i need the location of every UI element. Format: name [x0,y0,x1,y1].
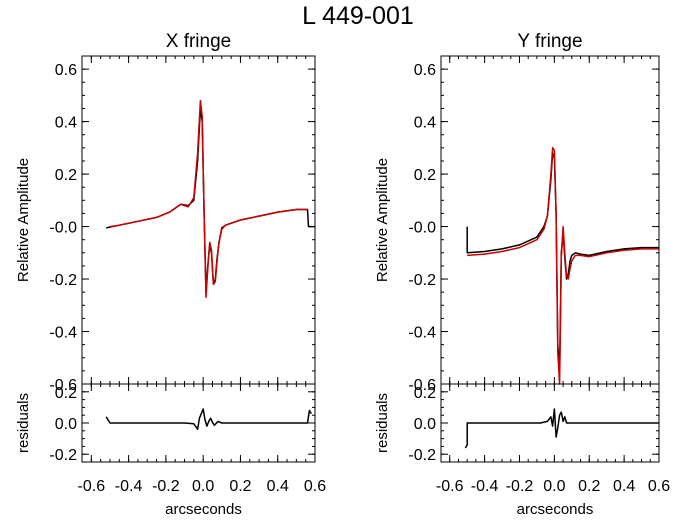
y-tick-label: -0.2 [49,447,77,464]
plot-frame [81,383,316,463]
y-tick-label: 0.0 [414,416,436,433]
series-line-1 [467,147,659,385]
y-tick-label: 0.2 [414,385,436,402]
x-tick-label: 0.0 [192,478,214,495]
plot-frame [81,55,316,385]
plot-frame [440,383,660,463]
figure-title: L 449-001 [302,2,414,30]
y-tick-label: -0.2 [49,272,77,289]
series-line-0 [464,408,659,449]
y-tick-label: -0.4 [49,325,77,342]
y-tick-label: 0.4 [414,115,436,132]
series-line-1 [109,99,308,299]
y-tick-label: -0.6 [49,377,77,394]
panel-0: 0.6 0.4 0.2 -0.0 -0.2 -0.4 -0.6 X fringe Relativ… [15,31,316,394]
panel-1: 0.20.0-0.2-0.6 -0.4 -0.2 0.0 0.2 0.4 0.6residu… [15,383,326,518]
x-axis-label: arcseconds [517,501,594,518]
panel-title: Y fringe [517,31,582,52]
y-tick-label: -0.2 [408,447,436,464]
y-tick-label: -0.4 [408,325,436,342]
y-axis-label: Relative Amplitude [15,158,32,282]
x-tick-label: -0.4 [471,478,499,495]
y-tick-label: 0.6 [414,62,436,79]
y-tick-label: -0.0 [408,220,436,237]
plots-layer: 0.6 0.4 0.2 -0.0 -0.2 -0.4 -0.6 X fringe Relativ… [15,31,670,518]
series-line-0 [106,107,315,293]
y-axis-label: residuals [374,393,391,453]
x-tick-label: -0.4 [115,478,143,495]
y-tick-label: 0.0 [55,416,77,433]
y-tick-label: 0.2 [55,167,77,184]
series-line-0 [105,408,312,430]
y-tick-label: -0.6 [408,377,436,394]
series-line-0 [466,152,659,372]
x-tick-label: -0.6 [436,478,464,495]
y-tick-label: -0.0 [49,220,77,237]
x-tick-label: 0.4 [613,478,635,495]
panel-2: 0.6 0.4 0.2 -0.0 -0.2 -0.4 -0.6 Y fringe Relativ… [374,31,660,394]
panel-3: 0.20.0-0.2-0.6 -0.4 -0.2 0.0 0.2 0.4 0.6residu… [374,383,670,518]
y-tick-label: 0.6 [55,62,77,79]
y-tick-label: 0.2 [414,167,436,184]
x-tick-label: -0.6 [78,478,106,495]
y-axis-label: residuals [15,393,32,453]
x-tick-label: 0.6 [648,478,670,495]
panel-title: X fringe [166,31,231,52]
plot-frame [440,55,660,385]
x-tick-label: 0.0 [543,478,565,495]
x-tick-label: 0.2 [578,478,600,495]
x-tick-label: -0.2 [152,478,180,495]
y-tick-label: 0.4 [55,115,77,132]
y-axis-label: Relative Amplitude [374,158,391,282]
x-tick-label: 0.2 [229,478,251,495]
x-axis-label: arcseconds [165,501,242,518]
x-tick-label: -0.2 [506,478,534,495]
y-tick-label: 0.2 [55,385,77,402]
x-tick-label: 0.6 [304,478,326,495]
x-tick-label: 0.4 [267,478,289,495]
y-tick-label: -0.2 [408,272,436,289]
